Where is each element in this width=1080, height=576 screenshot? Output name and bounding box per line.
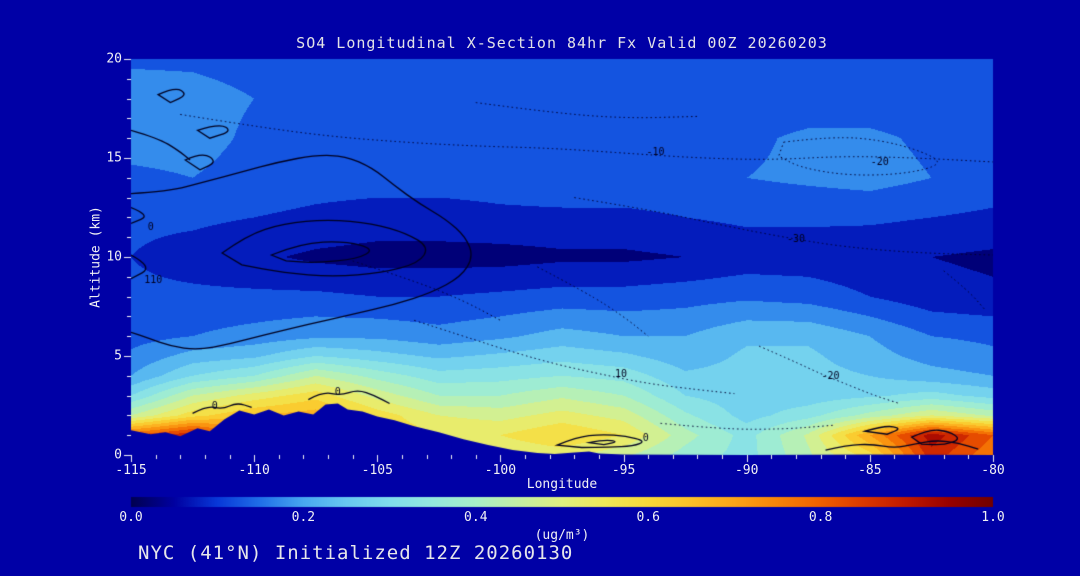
colorbar-tick-label: 0.8: [808, 510, 833, 525]
y-tick-label: 10: [106, 249, 122, 265]
y-tick-label: 20: [106, 51, 122, 67]
colorbar-tick-label: 1.0: [981, 510, 1005, 525]
y-tick-label: 5: [114, 348, 122, 364]
x-tick-label: -100: [484, 463, 517, 478]
y-axis-label: Altitude (km): [88, 206, 104, 308]
init-info-text: NYC (41°N) Initialized 12Z 20260130: [138, 542, 574, 564]
colorbar-unit-label: (ug/m³): [534, 528, 590, 543]
x-tick-label: -90: [734, 463, 759, 478]
colorbar-tick-label: 0.0: [119, 510, 143, 525]
chart-title: SO4 Longitudinal X-Section 84hr Fx Valid…: [296, 34, 828, 52]
x-tick-label: -95: [611, 463, 636, 478]
x-tick-label: -105: [361, 463, 393, 478]
y-tick-label: 15: [106, 150, 122, 166]
colorbar-tick-label: 0.2: [291, 510, 316, 525]
x-tick-label: -115: [115, 463, 147, 478]
x-axis-label: Longitude: [526, 477, 598, 492]
x-tick-label: -85: [858, 463, 882, 478]
colorbar-tick-label: 0.4: [464, 510, 488, 525]
y-tick-label: 0: [114, 447, 122, 463]
x-tick-label: -80: [981, 463, 1005, 478]
x-tick-label: -110: [238, 463, 270, 478]
colorbar-tick-label: 0.6: [636, 510, 660, 525]
